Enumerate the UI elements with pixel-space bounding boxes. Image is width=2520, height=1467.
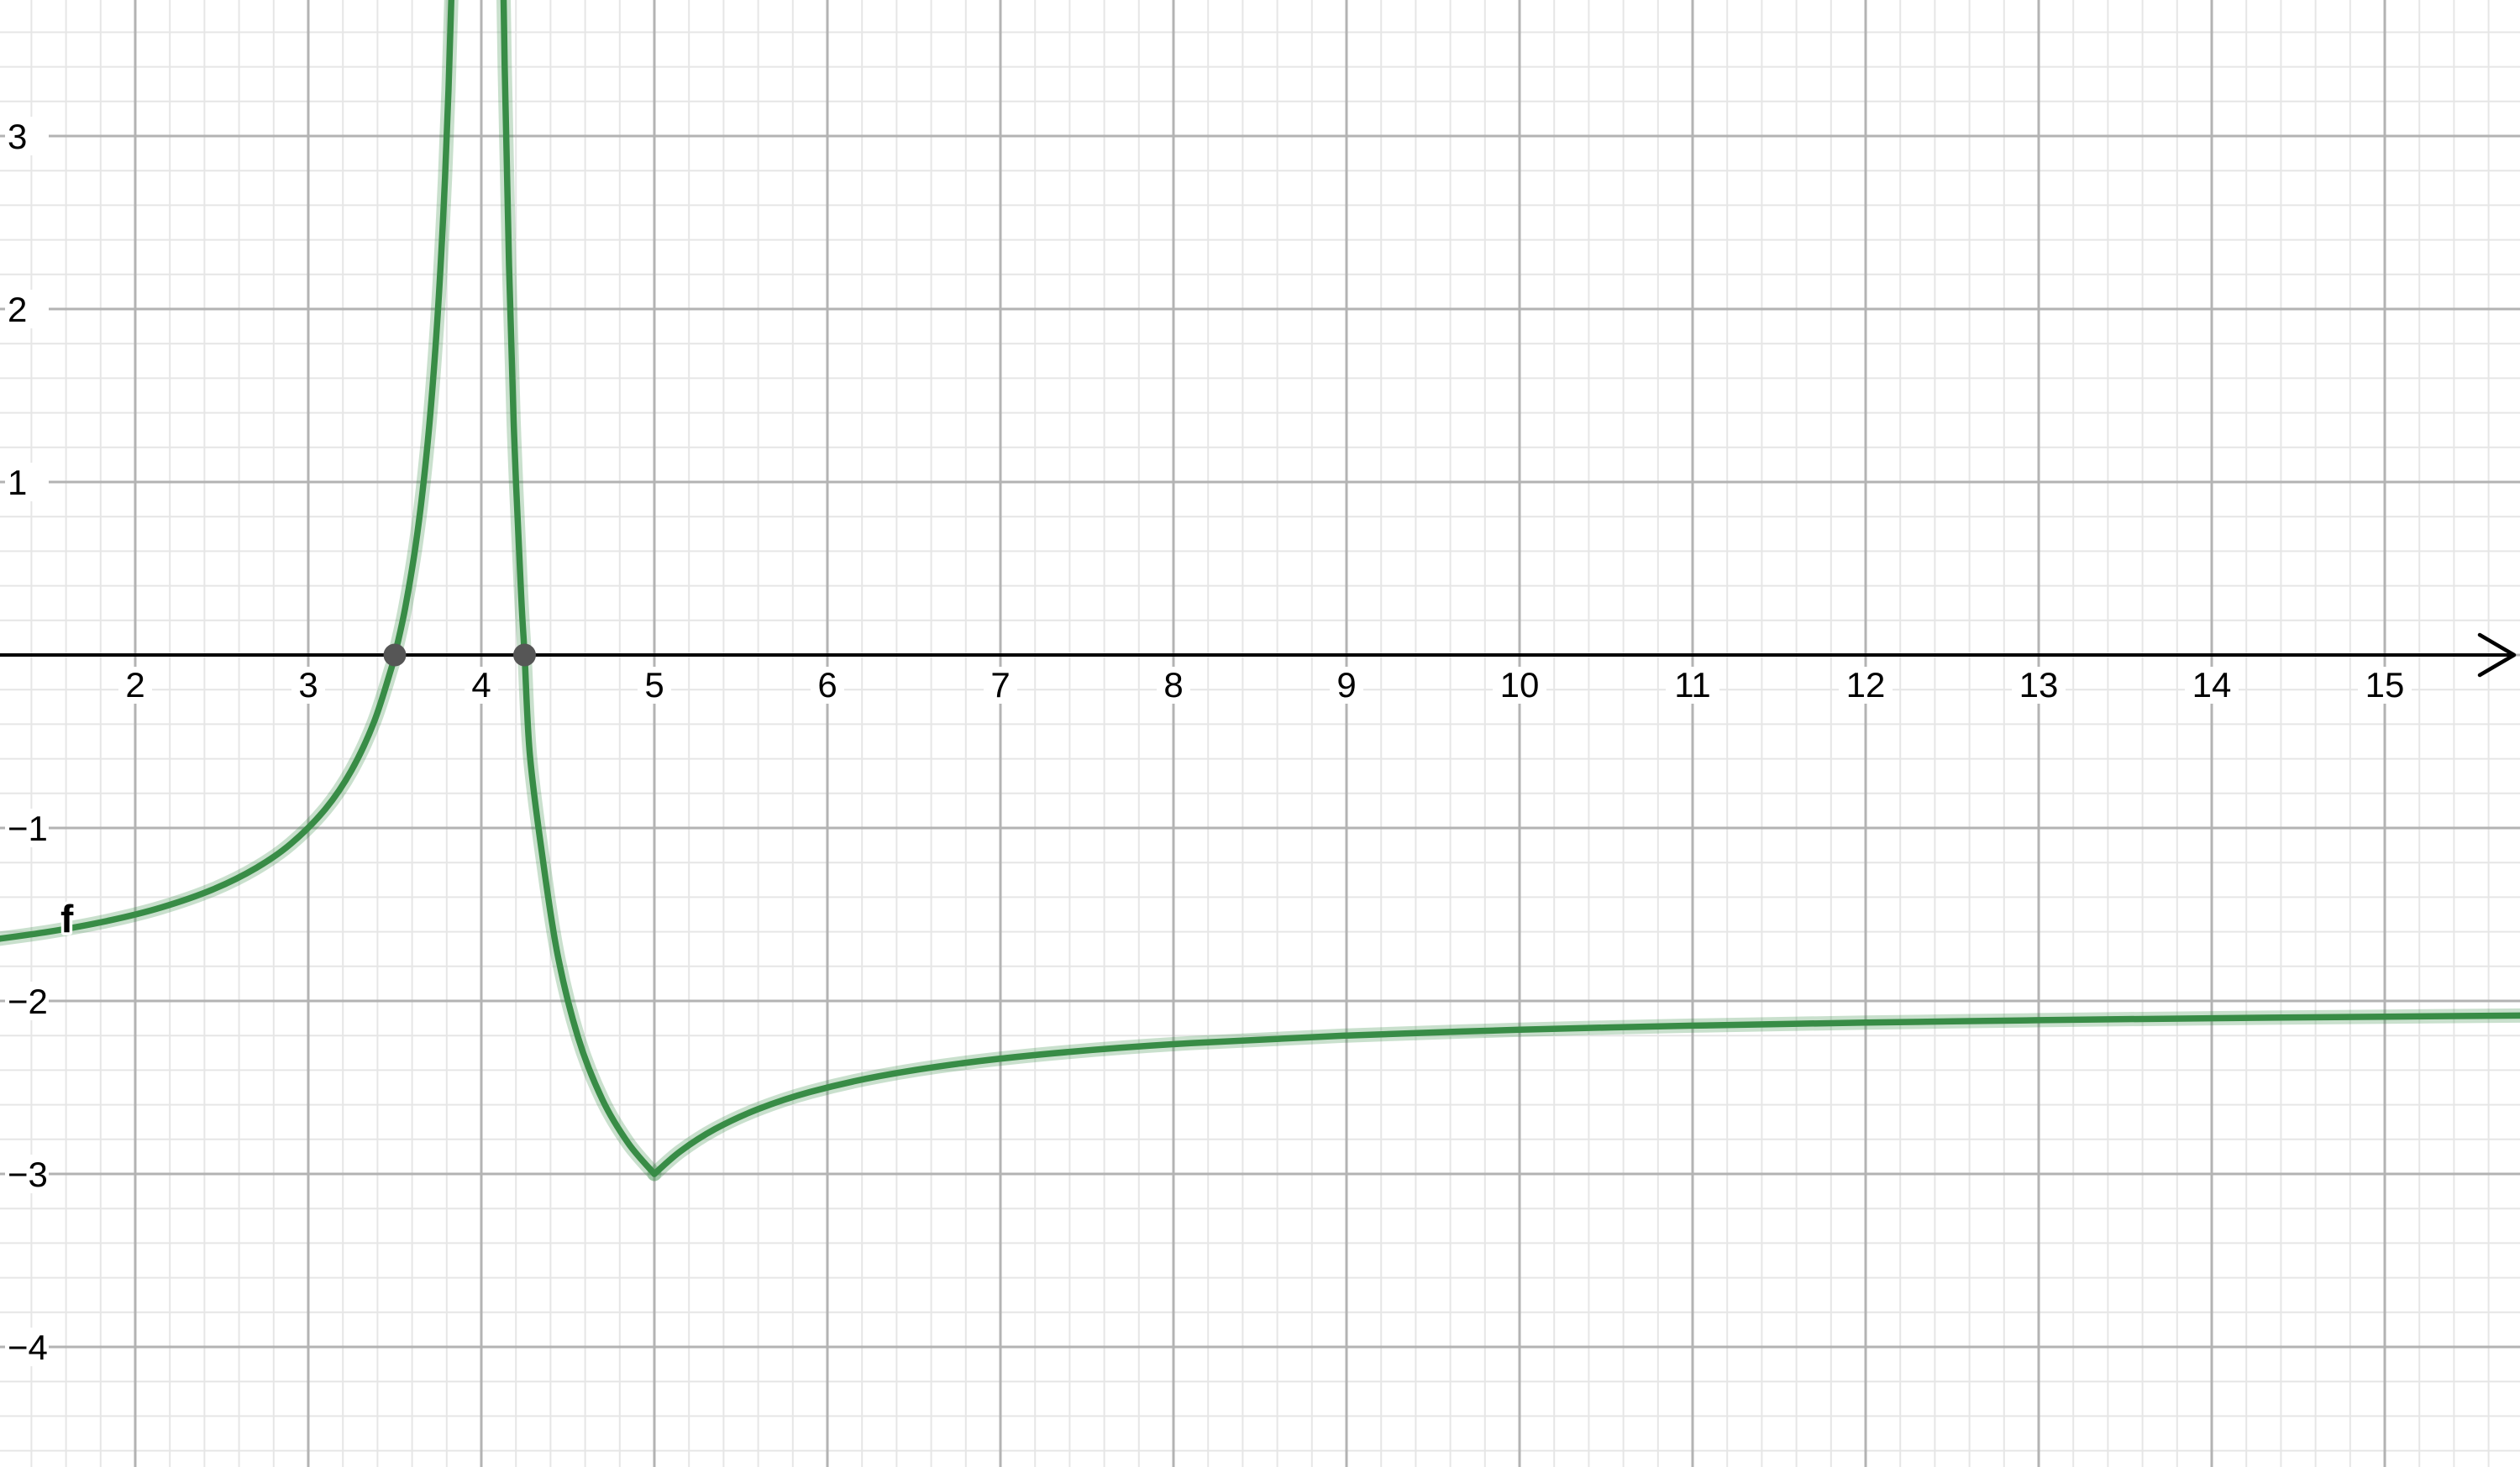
x-tick-label-mask (465, 667, 498, 704)
x-tick-label: 4 (471, 665, 491, 705)
x-tick-label-mask (1839, 667, 1893, 704)
x-tick-label: 5 (644, 665, 664, 705)
root-point-2[interactable] (513, 643, 536, 667)
x-tick-label: 7 (990, 665, 1010, 705)
function-curve-f[interactable] (0, 0, 454, 942)
x-tick-label-mask (1157, 667, 1190, 704)
y-tick-label: −3 (8, 1155, 48, 1194)
x-tick-label: 8 (1163, 665, 1183, 705)
function-label-f[interactable]: f (58, 894, 77, 944)
x-tick-label-mask (638, 667, 671, 704)
x-tick-label: 2 (125, 665, 144, 705)
y-tick-label-mask (5, 290, 49, 328)
function-curve-f[interactable] (651, 1012, 2520, 1177)
x-axis (0, 632, 2517, 678)
x-tick-label: 6 (817, 665, 837, 705)
x-tick-label-mask (2185, 667, 2239, 704)
x-tick-label: 11 (1674, 665, 1711, 705)
function-curve-f-halo (496, 0, 662, 1181)
x-tick-label-mask (2012, 667, 2066, 704)
x-tick-label: 10 (1500, 665, 1540, 705)
y-tick-label-mask (5, 1155, 49, 1193)
root-points[interactable] (383, 643, 537, 667)
function-curve-f-halo (0, 0, 459, 946)
y-tick-label-mask (5, 463, 49, 501)
y-tick-label: −1 (8, 809, 48, 848)
y-tick-label-mask (5, 982, 49, 1020)
x-tick-label: 15 (2365, 665, 2405, 705)
x-tick-label: 3 (298, 665, 318, 705)
y-tick-label: 3 (8, 117, 27, 156)
y-tick-label-mask (5, 117, 49, 155)
y-tick-label-mask (5, 1328, 49, 1366)
x-tick-label-mask (291, 667, 325, 704)
x-tick-label-mask (1330, 667, 1363, 704)
y-tick-label: 2 (8, 290, 27, 329)
x-tick-label-mask (811, 667, 844, 704)
x-tick-label: 9 (1336, 665, 1356, 705)
root-point-1[interactable] (383, 643, 407, 667)
function-curve-f-halo (647, 1008, 2520, 1181)
y-tick-label: −2 (8, 982, 48, 1021)
x-tick-label: 14 (2192, 665, 2232, 705)
x-tick-label-mask (1666, 667, 1719, 704)
x-tick-label: 12 (1846, 665, 1886, 705)
x-tick-label-mask (984, 667, 1017, 704)
x-tick-label: 13 (2019, 665, 2059, 705)
x-tick-label-mask (1493, 667, 1546, 704)
x-axis-arrow-icon (2477, 632, 2517, 678)
y-tick-label: 1 (8, 463, 27, 502)
axis-tick-labels: 3 2 1 −1 −2 −3 −4 2 3 4 5 6 7 8 9 10 11 12 13 14 15 (5, 117, 2412, 1367)
x-tick-label-mask (118, 667, 152, 704)
y-tick-label-mask (5, 809, 49, 847)
x-tick-label-mask (2358, 667, 2412, 704)
y-tick-label: −4 (8, 1328, 48, 1367)
